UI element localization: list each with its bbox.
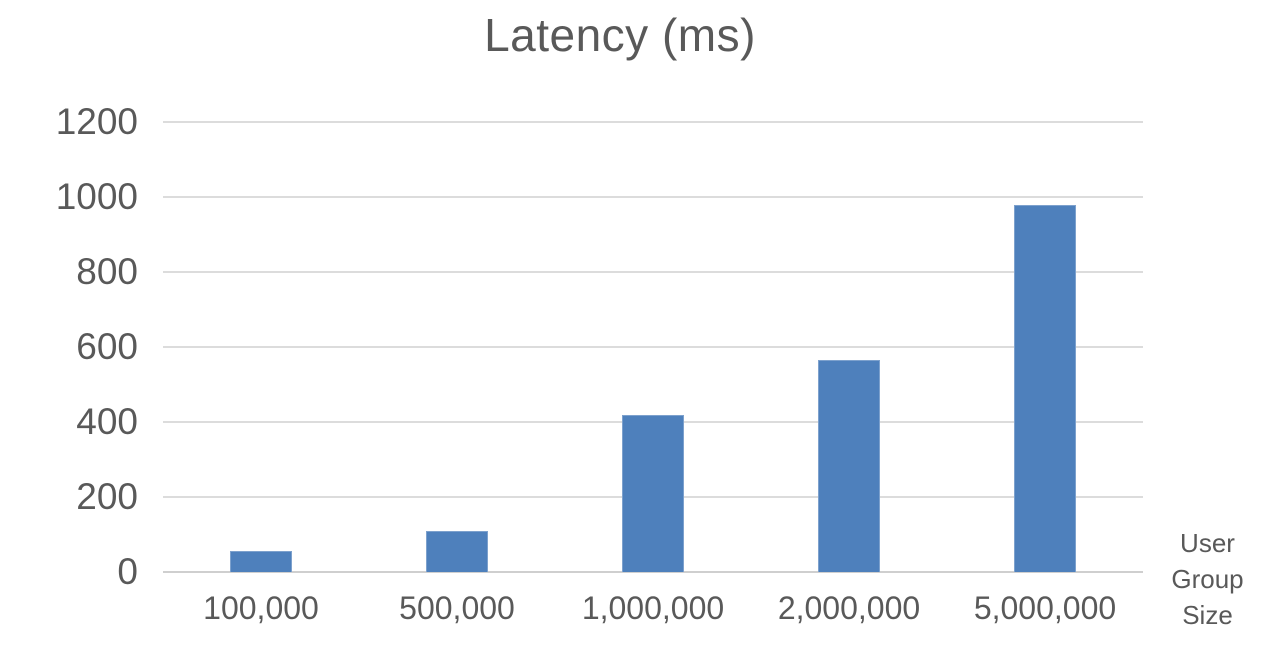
gridline <box>163 121 1143 123</box>
gridline <box>163 271 1143 273</box>
x-tick-label: 5,000,000 <box>973 590 1117 626</box>
bar-5000000 <box>1014 204 1076 572</box>
x-tick-label: 500,000 <box>399 590 515 626</box>
x-axis: 100,000 500,000 1,000,000 2,000,000 5,000,00… <box>163 588 1143 632</box>
y-tick-label: 1200 <box>55 101 138 142</box>
y-tick-label: 400 <box>76 401 138 442</box>
y-tick-label: 800 <box>76 251 138 292</box>
y-tick-label: 200 <box>76 476 138 517</box>
plot-area <box>163 121 1143 573</box>
chart-title: Latency (ms) <box>484 9 756 61</box>
x-tick-label: 1,000,000 <box>581 590 725 626</box>
bar-2000000 <box>818 360 880 572</box>
x-axis-title-line: User <box>1180 528 1235 558</box>
gridline <box>163 346 1143 348</box>
y-tick-label: 0 <box>117 551 138 592</box>
y-axis: 0 200 400 600 800 1000 1200 <box>0 102 138 592</box>
x-axis-title-line: Size <box>1182 600 1233 630</box>
bar-100000 <box>230 551 292 572</box>
x-tick-label: 2,000,000 <box>777 590 921 626</box>
x-axis-title-line: Group <box>1171 564 1244 594</box>
x-tick-label: 100,000 <box>203 590 319 626</box>
gridline <box>163 196 1143 198</box>
bar-500000 <box>426 530 488 572</box>
x-axis-title: User Group Size <box>1155 525 1260 633</box>
x-axis-line <box>163 571 1143 573</box>
bar-1000000 <box>622 414 684 572</box>
y-tick-label: 600 <box>76 326 138 367</box>
y-tick-label: 1000 <box>55 176 138 217</box>
